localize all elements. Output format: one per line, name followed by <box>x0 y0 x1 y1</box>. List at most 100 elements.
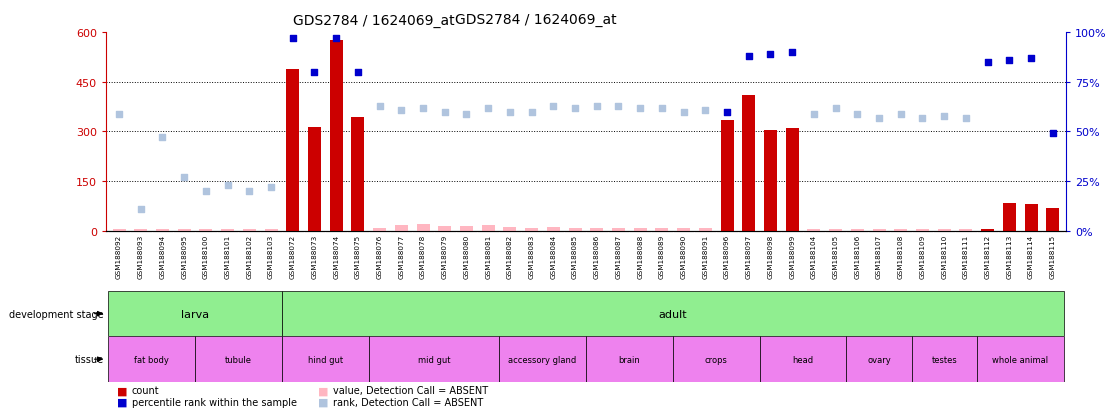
Text: GSM188097: GSM188097 <box>745 234 752 278</box>
Text: GSM188108: GSM188108 <box>897 234 904 278</box>
Point <box>371 103 388 110</box>
Point <box>349 69 367 76</box>
Bar <box>156 230 169 231</box>
Point <box>132 206 150 213</box>
Bar <box>195 337 282 382</box>
Text: GSM188115: GSM188115 <box>1050 234 1056 278</box>
Bar <box>981 230 994 231</box>
Bar <box>282 291 1064 337</box>
Point <box>956 115 974 121</box>
Bar <box>368 337 499 382</box>
Text: GSM188076: GSM188076 <box>376 234 383 278</box>
Text: GSM188075: GSM188075 <box>355 234 360 278</box>
Text: tubule: tubule <box>225 355 252 364</box>
Text: GSM188082: GSM188082 <box>507 234 513 278</box>
Point <box>327 36 345 42</box>
Text: GSM188098: GSM188098 <box>768 234 773 278</box>
Point <box>262 184 280 191</box>
Bar <box>460 226 473 231</box>
Bar <box>286 69 299 231</box>
Point <box>393 107 411 114</box>
Bar <box>612 228 625 231</box>
Text: GSM188077: GSM188077 <box>398 234 404 278</box>
Text: brain: brain <box>618 355 641 364</box>
Point <box>761 52 779 58</box>
Text: ovary: ovary <box>867 355 891 364</box>
Point <box>892 111 910 118</box>
Text: GSM188104: GSM188104 <box>811 234 817 278</box>
Point <box>740 54 758 60</box>
Bar <box>1003 203 1016 231</box>
Bar <box>846 337 912 382</box>
Bar <box>547 227 560 231</box>
Text: GSM188110: GSM188110 <box>941 234 947 278</box>
Bar <box>850 230 864 231</box>
Text: GSM188109: GSM188109 <box>920 234 925 278</box>
Point <box>609 103 627 110</box>
Bar <box>264 230 278 231</box>
Bar <box>416 224 430 231</box>
Bar <box>108 291 282 337</box>
Bar <box>200 230 212 231</box>
Text: GSM188106: GSM188106 <box>855 234 860 278</box>
Text: head: head <box>792 355 814 364</box>
Point <box>306 69 324 76</box>
Text: fat body: fat body <box>134 355 169 364</box>
Point <box>718 109 735 116</box>
Bar <box>282 337 368 382</box>
Text: rank, Detection Call = ABSENT: rank, Detection Call = ABSENT <box>333 397 483 407</box>
Bar <box>113 230 126 231</box>
Bar <box>937 230 951 231</box>
Bar <box>764 131 777 231</box>
Bar <box>568 228 581 231</box>
Text: GSM188073: GSM188073 <box>311 234 317 278</box>
Point <box>175 174 193 181</box>
Bar <box>526 228 538 231</box>
Bar <box>1024 205 1038 231</box>
Bar <box>721 121 733 231</box>
Point <box>1022 55 1040 62</box>
Text: GSM188072: GSM188072 <box>290 234 296 278</box>
Text: GSM188111: GSM188111 <box>963 234 969 278</box>
Text: crops: crops <box>704 355 728 364</box>
Text: GSM188086: GSM188086 <box>594 234 599 278</box>
Point <box>458 111 475 118</box>
Text: GSM188093: GSM188093 <box>137 234 144 278</box>
Text: percentile rank within the sample: percentile rank within the sample <box>132 397 297 407</box>
Text: larva: larva <box>181 309 209 319</box>
Point <box>870 115 888 121</box>
Bar <box>482 225 494 231</box>
Bar <box>134 230 147 231</box>
Point <box>675 109 693 116</box>
Text: GDS2784 / 1624069_at: GDS2784 / 1624069_at <box>455 13 616 27</box>
Text: GSM188084: GSM188084 <box>550 234 557 278</box>
Text: count: count <box>132 385 160 395</box>
Bar <box>221 230 234 231</box>
Bar <box>352 117 365 231</box>
Text: GSM188080: GSM188080 <box>463 234 470 278</box>
Point <box>414 105 432 112</box>
Bar <box>976 337 1064 382</box>
Text: GSM188085: GSM188085 <box>573 234 578 278</box>
Text: GSM188113: GSM188113 <box>1007 234 1012 278</box>
Point <box>110 111 128 118</box>
Point <box>283 36 301 42</box>
Bar <box>916 230 929 231</box>
Text: GSM188079: GSM188079 <box>442 234 448 278</box>
Text: hind gut: hind gut <box>308 355 343 364</box>
Point <box>914 115 932 121</box>
Point <box>696 107 714 114</box>
Bar <box>829 230 843 231</box>
Bar <box>677 228 690 231</box>
Point <box>240 188 258 195</box>
Text: GSM188114: GSM188114 <box>1028 234 1035 278</box>
Bar <box>960 230 972 231</box>
Bar <box>742 96 756 231</box>
Bar <box>586 337 673 382</box>
Point <box>935 113 953 120</box>
Point <box>479 105 497 112</box>
Point <box>1043 131 1061 138</box>
Text: GSM188103: GSM188103 <box>268 234 275 278</box>
Bar <box>807 230 820 231</box>
Point <box>198 188 215 195</box>
